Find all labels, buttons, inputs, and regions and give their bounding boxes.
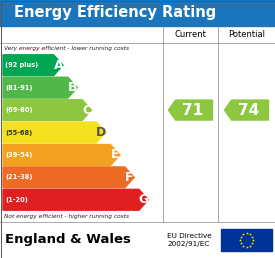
Polygon shape: [3, 189, 148, 210]
Text: (55-68): (55-68): [5, 130, 32, 135]
Text: (69-80): (69-80): [5, 107, 32, 113]
Text: D: D: [96, 126, 106, 139]
Text: F: F: [125, 171, 134, 184]
Text: Potential: Potential: [228, 30, 265, 39]
Bar: [221, 229, 272, 251]
Bar: [0, 0, 275, 26]
Polygon shape: [3, 100, 92, 120]
Text: Very energy efficient - lower running costs: Very energy efficient - lower running co…: [4, 46, 129, 51]
Polygon shape: [3, 144, 120, 165]
Text: EU Directive
2002/91/EC: EU Directive 2002/91/EC: [167, 233, 212, 247]
Text: Current: Current: [175, 30, 207, 39]
Text: England & Wales: England & Wales: [5, 233, 131, 246]
Text: (39-54): (39-54): [5, 152, 32, 158]
Text: (81-91): (81-91): [5, 85, 32, 91]
Polygon shape: [3, 77, 77, 98]
Text: G: G: [139, 193, 149, 206]
Text: A: A: [54, 59, 63, 72]
Text: Not energy efficient - higher running costs: Not energy efficient - higher running co…: [4, 214, 129, 219]
Text: 74: 74: [238, 103, 259, 118]
Text: C: C: [82, 103, 91, 117]
Text: Energy Efficiency Rating: Energy Efficiency Rating: [14, 5, 217, 20]
Text: E: E: [111, 148, 119, 162]
Polygon shape: [3, 122, 106, 143]
Polygon shape: [224, 100, 268, 120]
Text: (21-38): (21-38): [5, 174, 32, 180]
Text: B: B: [68, 81, 77, 94]
Polygon shape: [169, 100, 213, 120]
Polygon shape: [3, 167, 134, 188]
Text: (1-20): (1-20): [5, 197, 28, 203]
Polygon shape: [3, 55, 63, 76]
Text: (92 plus): (92 plus): [5, 62, 38, 68]
Text: 71: 71: [182, 103, 203, 118]
